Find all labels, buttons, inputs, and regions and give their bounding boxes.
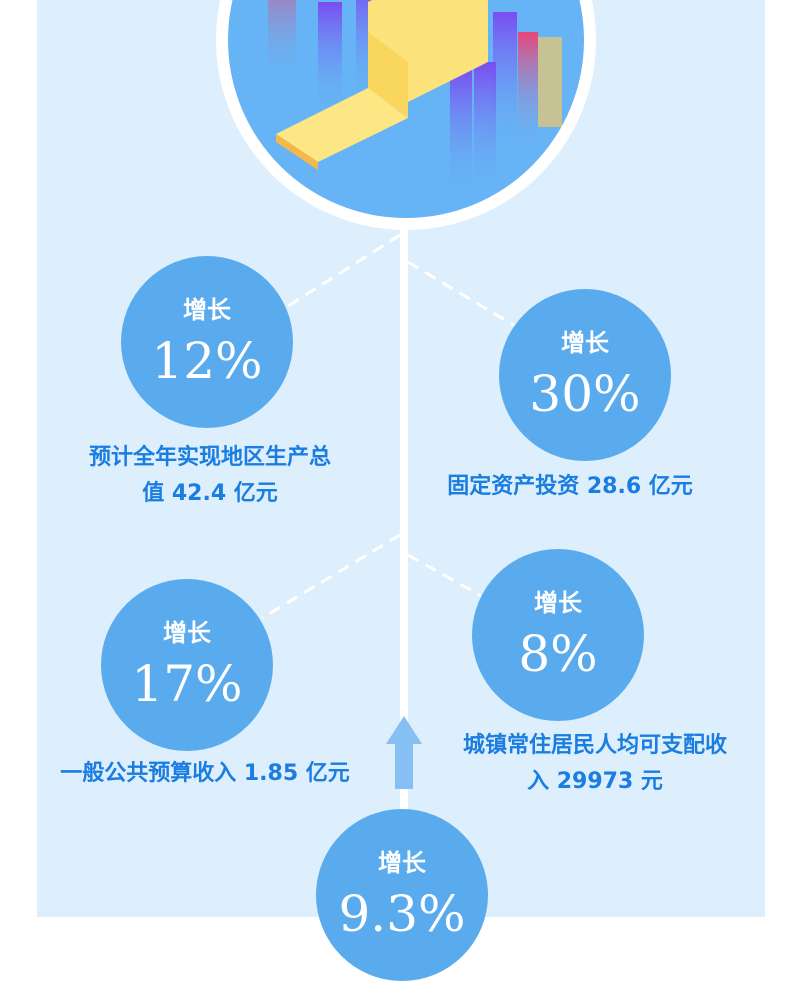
growth-bubble-gdp: 增长 12% bbox=[121, 256, 293, 428]
caption-line: 固定资产投资 28.6 亿元 bbox=[447, 474, 693, 499]
caption-line: 入 29973 元 bbox=[527, 769, 663, 794]
growth-bubble-budget: 增长 17% bbox=[101, 579, 273, 751]
caption-line: 一般公共预算收入 1.85 亿元 bbox=[60, 761, 350, 786]
caption-line: 城镇常住居民人均可支配收 bbox=[462, 733, 727, 758]
growth-label: 增长 bbox=[561, 329, 609, 357]
caption-investment: 固定资产投资 28.6 亿元 bbox=[420, 469, 720, 505]
growth-value: 30% bbox=[529, 365, 641, 423]
growth-bubble-income: 增长 8% bbox=[472, 549, 644, 721]
hero-illustration-frame bbox=[216, 0, 596, 230]
caption-gdp: 预计全年实现地区生产总 值 42.4 亿元 bbox=[40, 440, 380, 512]
growth-label: 增长 bbox=[534, 589, 582, 617]
growth-label: 增长 bbox=[378, 849, 426, 877]
growth-value: 8% bbox=[518, 625, 598, 683]
arrow-up-icon bbox=[386, 716, 422, 789]
caption-income: 城镇常住居民人均可支配收 入 29973 元 bbox=[430, 728, 760, 800]
caption-line: 值 42.4 亿元 bbox=[142, 481, 278, 506]
growth-bubble-investment: 增长 30% bbox=[499, 289, 671, 461]
growth-label: 增长 bbox=[183, 296, 231, 324]
connector-lines bbox=[261, 233, 516, 620]
timeline-line bbox=[400, 228, 408, 928]
growth-value: 12% bbox=[151, 332, 263, 390]
caption-budget: 一般公共预算收入 1.85 亿元 bbox=[30, 756, 380, 792]
growth-value: 9.3% bbox=[338, 885, 466, 943]
caption-line: 预计全年实现地区生产总 bbox=[88, 445, 331, 470]
growth-value: 17% bbox=[131, 655, 243, 713]
growth-label: 增长 bbox=[163, 619, 211, 647]
growth-bubble-bottom: 增长 9.3% bbox=[316, 809, 488, 981]
